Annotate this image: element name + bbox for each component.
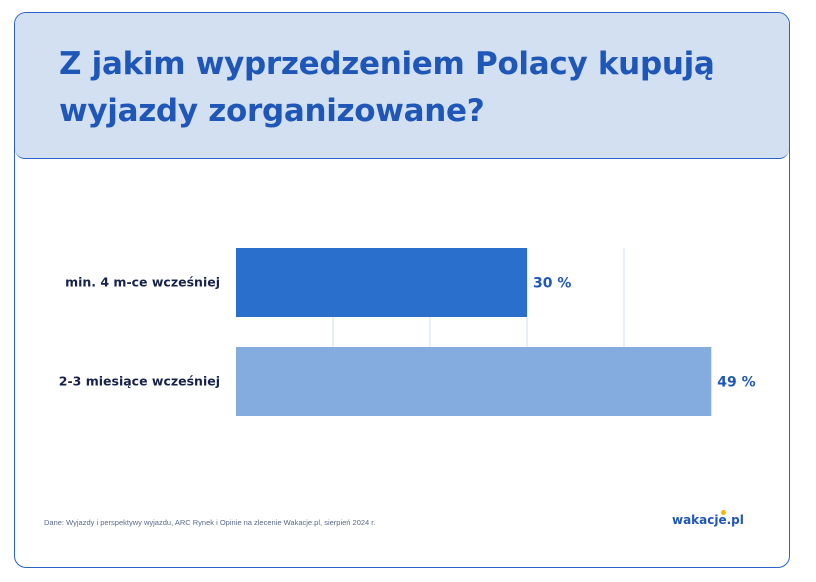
page-title: Z jakim wyprzedzeniem Polacy kupują wyja…	[59, 46, 715, 129]
logo-sun-icon	[721, 510, 726, 515]
category-label: 2-3 miesiące wcześniej	[59, 374, 220, 389]
header-panel: Z jakim wyprzedzeniem Polacy kupują wyja…	[15, 13, 789, 159]
bar	[236, 248, 527, 317]
wakacje-logo: wakacje.pl	[672, 510, 744, 527]
chart-card: Z jakim wyprzedzeniem Polacy kupują wyja…	[14, 12, 790, 568]
value-label: 49 %	[717, 375, 755, 391]
value-label: 30 %	[533, 276, 571, 292]
category-label: min. 4 m-ce wcześniej	[65, 275, 220, 290]
logo-text: wakacje.pl	[672, 513, 744, 527]
source-note: Dane: Wyjazdy i perspektywy wyjazdu, ARC…	[44, 518, 376, 527]
bar	[236, 347, 712, 416]
